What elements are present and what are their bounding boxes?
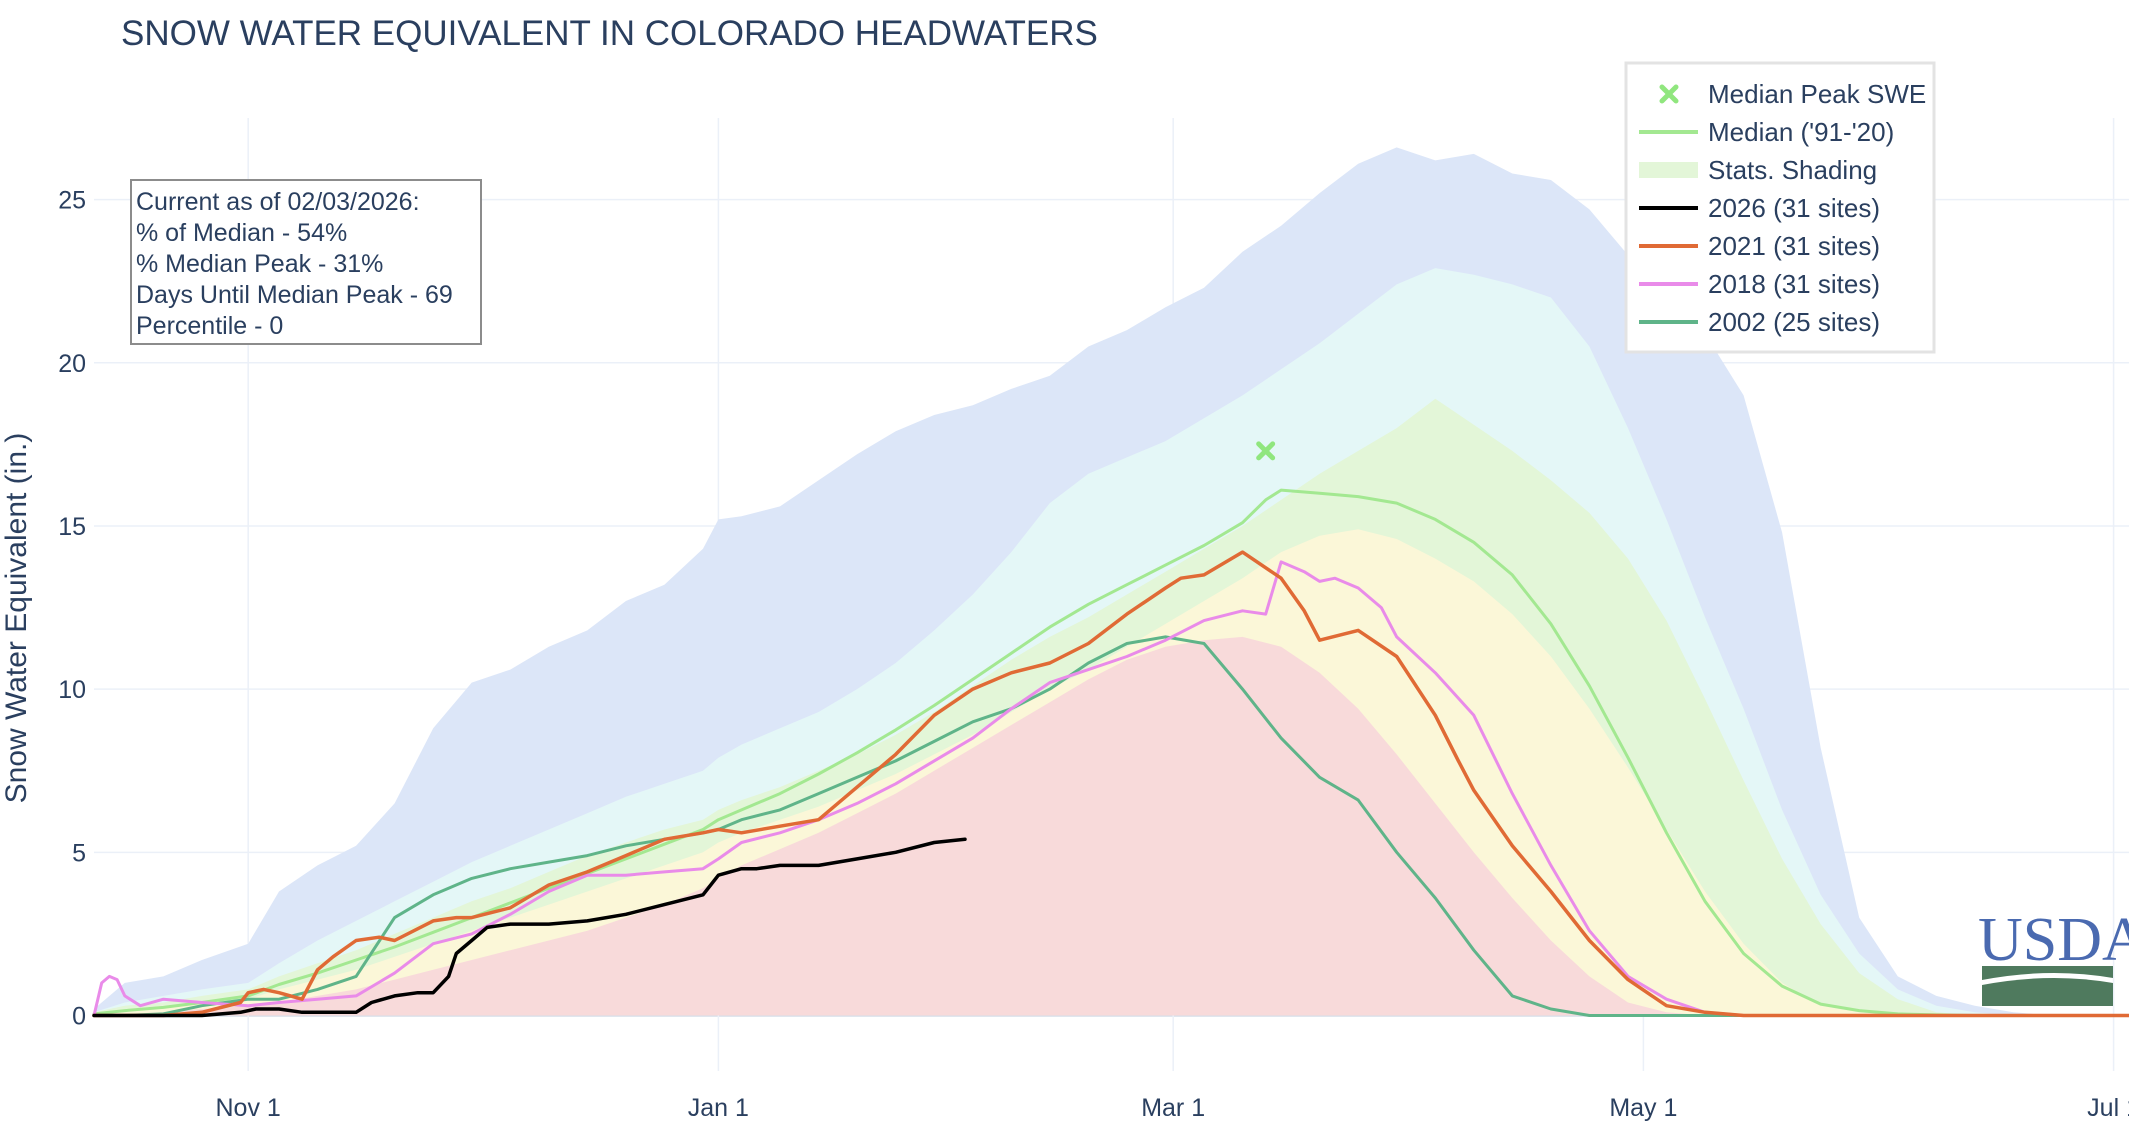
series-line-2021-31-sites: [92, 550, 2129, 1018]
x-axis-ticks: Nov 1 Jan 1 Mar 1 May 1 Jul 1: [216, 1094, 2129, 1122]
chart-title: SNOW WATER EQUIVALENT IN COLORADO HEADWA…: [121, 14, 1098, 53]
legend-item-stats-shading[interactable]: Stats. Shading: [1639, 155, 1877, 185]
annotation-line-percentile: Percentile - 0: [136, 312, 283, 340]
legend-label: 2021 (31 sites): [1708, 231, 1880, 261]
x-tick-label: Jan 1: [688, 1094, 749, 1122]
legend-item-median-91-20[interactable]: Median ('91-'20): [1639, 117, 1894, 147]
stats-shading-bands: [94, 147, 2129, 1016]
x-tick-label: Jul 1: [2087, 1094, 2129, 1122]
x-tick-label: May 1: [1609, 1094, 1677, 1122]
x-tick-label: Mar 1: [1141, 1094, 1205, 1122]
legend-label: 2018 (31 sites): [1708, 269, 1880, 299]
legend-item-2021-31-sites[interactable]: 2021 (31 sites): [1639, 231, 1880, 261]
usda-logo-text: USDA: [1978, 906, 2129, 974]
annotation-box: [130, 179, 482, 345]
status-annotation: Current as of 02/03/2026: % of Median - …: [130, 179, 482, 345]
usda-logo: USDA: [1978, 906, 2129, 1006]
legend-label: 2002 (25 sites): [1708, 307, 1880, 337]
y-tick-label: 25: [58, 187, 86, 215]
annotation-line-percent-median-peak: % Median Peak - 31%: [136, 250, 383, 278]
usda-logo-swoosh-1: [1982, 966, 2113, 980]
legend-label: 2026 (31 sites): [1708, 193, 1880, 223]
legend-item-2018-31-sites[interactable]: 2018 (31 sites): [1639, 269, 1880, 299]
legend-item-2002-25-sites[interactable]: 2002 (25 sites): [1639, 307, 1880, 337]
annotation-line-percent-of-median: % of Median - 54%: [136, 219, 347, 247]
legend-marker-x-icon: [1659, 84, 1679, 104]
series-line-median-91-20: [92, 488, 2129, 1017]
annotation-line-days-until-peak: Days Until Median Peak - 69: [136, 281, 453, 309]
series-lines: [92, 441, 2129, 1018]
legend-item-2026-31-sites[interactable]: 2026 (31 sites): [1639, 193, 1880, 223]
legend-swatch: [1639, 162, 1698, 178]
x-tick-label: Nov 1: [216, 1094, 281, 1122]
usda-logo-swoosh-2: [1982, 977, 2113, 1006]
legend-label: Median ('91-'20): [1708, 117, 1894, 147]
median-peak-marker: [1256, 441, 1276, 461]
y-tick-label: 5: [72, 839, 86, 867]
band-min-band: [94, 636, 2129, 1016]
legend-label: Stats. Shading: [1708, 155, 1877, 185]
y-axis-ticks: 0 5 10 15 20 25: [58, 187, 86, 1031]
y-tick-label: 15: [58, 513, 86, 541]
y-tick-label: 10: [58, 676, 86, 704]
legend: Median Peak SWE Median ('91-'20) Stats. Sh…: [1624, 61, 1936, 354]
y-axis-title: Snow Water Equivalent (in.): [0, 433, 33, 804]
series-line-2026-31-sites: [92, 837, 967, 1018]
legend-item-median-peak-swe[interactable]: Median Peak SWE: [1659, 79, 1926, 109]
y-tick-label: 20: [58, 350, 86, 378]
y-tick-label: 0: [72, 1003, 86, 1031]
legend-label: Median Peak SWE: [1708, 79, 1926, 109]
annotation-line-current-as-of: Current as of 02/03/2026:: [136, 188, 420, 216]
